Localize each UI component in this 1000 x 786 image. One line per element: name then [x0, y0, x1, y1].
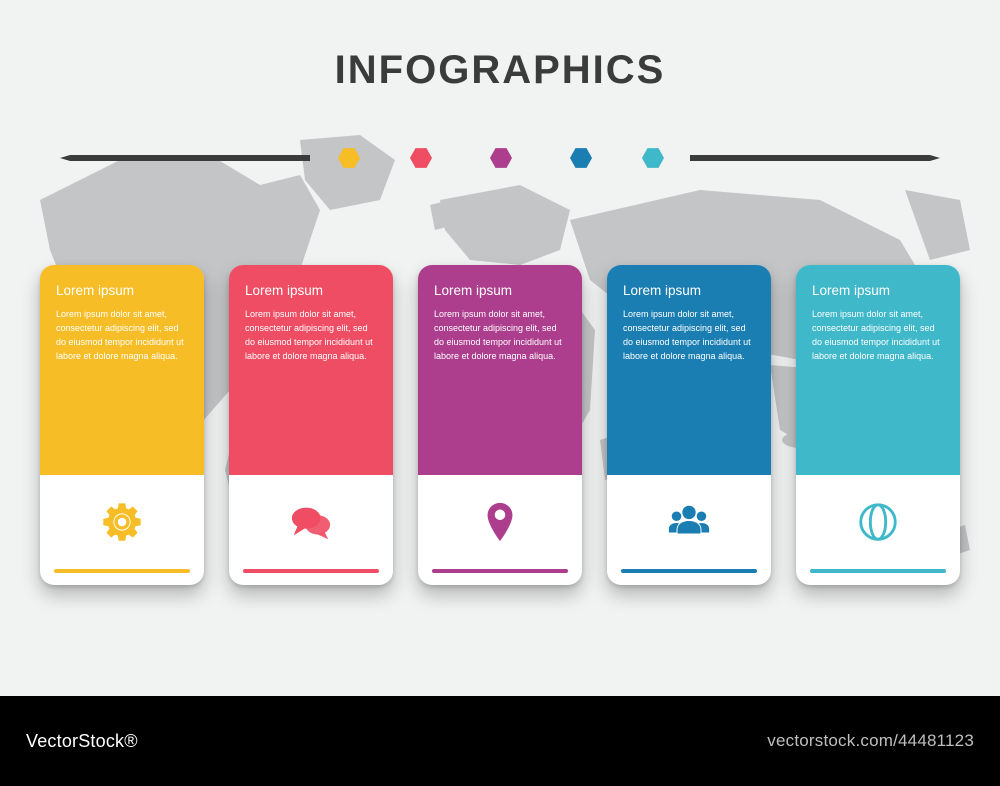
pin-icon — [477, 499, 523, 545]
info-card-2: Lorem ipsum Lorem ipsum dolor sit amet, … — [418, 265, 582, 585]
info-card-4: Lorem ipsum Lorem ipsum dolor sit amet, … — [796, 265, 960, 585]
card-body: Lorem ipsum dolor sit amet, consectetur … — [56, 308, 188, 364]
card-underline-2 — [432, 569, 568, 573]
card-title: Lorem ipsum — [812, 283, 944, 298]
card-top-1: Lorem ipsum Lorem ipsum dolor sit amet, … — [229, 265, 393, 475]
card-body: Lorem ipsum dolor sit amet, consectetur … — [812, 308, 944, 364]
card-top-3: Lorem ipsum Lorem ipsum dolor sit amet, … — [607, 265, 771, 475]
card-top-0: Lorem ipsum Lorem ipsum dolor sit amet, … — [40, 265, 204, 475]
divider-bar-left — [60, 155, 310, 161]
card-title: Lorem ipsum — [245, 283, 377, 298]
card-underline-1 — [243, 569, 379, 573]
main-title: INFOGRAPHICS — [0, 48, 1000, 93]
card-top-2: Lorem ipsum Lorem ipsum dolor sit amet, … — [418, 265, 582, 475]
card-icon-area-3 — [607, 475, 771, 569]
chat-icon — [288, 499, 334, 545]
globe-icon — [855, 499, 901, 545]
divider-bar-right — [690, 155, 940, 161]
card-body: Lorem ipsum dolor sit amet, consectetur … — [623, 308, 755, 364]
info-card-0: Lorem ipsum Lorem ipsum dolor sit amet, … — [40, 265, 204, 585]
divider-hex-4 — [642, 147, 664, 169]
divider-hex-0 — [338, 147, 360, 169]
infographic-stage: INFOGRAPHICS Lorem ipsum Lorem ipsum dol… — [0, 0, 1000, 696]
card-underline-3 — [621, 569, 757, 573]
card-icon-area-4 — [796, 475, 960, 569]
card-title: Lorem ipsum — [623, 283, 755, 298]
info-card-3: Lorem ipsum Lorem ipsum dolor sit amet, … — [607, 265, 771, 585]
card-icon-area-1 — [229, 475, 393, 569]
card-underline-4 — [810, 569, 946, 573]
info-card-1: Lorem ipsum Lorem ipsum dolor sit amet, … — [229, 265, 393, 585]
people-icon — [666, 499, 712, 545]
stock-footer: VectorStock® vectorstock.com/44481123 — [0, 696, 1000, 786]
card-underline-0 — [54, 569, 190, 573]
card-icon-area-2 — [418, 475, 582, 569]
card-body: Lorem ipsum dolor sit amet, consectetur … — [434, 308, 566, 364]
card-icon-area-0 — [40, 475, 204, 569]
card-title: Lorem ipsum — [56, 283, 188, 298]
card-body: Lorem ipsum dolor sit amet, consectetur … — [245, 308, 377, 364]
divider-hex-1 — [410, 147, 432, 169]
footer-brand: VectorStock® — [26, 731, 138, 752]
gear-icon — [99, 499, 145, 545]
card-title: Lorem ipsum — [434, 283, 566, 298]
hex-divider — [60, 145, 940, 171]
cards-row: Lorem ipsum Lorem ipsum dolor sit amet, … — [40, 265, 960, 585]
card-top-4: Lorem ipsum Lorem ipsum dolor sit amet, … — [796, 265, 960, 475]
footer-id: vectorstock.com/44481123 — [767, 731, 974, 751]
divider-hex-3 — [570, 147, 592, 169]
divider-hex-2 — [490, 147, 512, 169]
